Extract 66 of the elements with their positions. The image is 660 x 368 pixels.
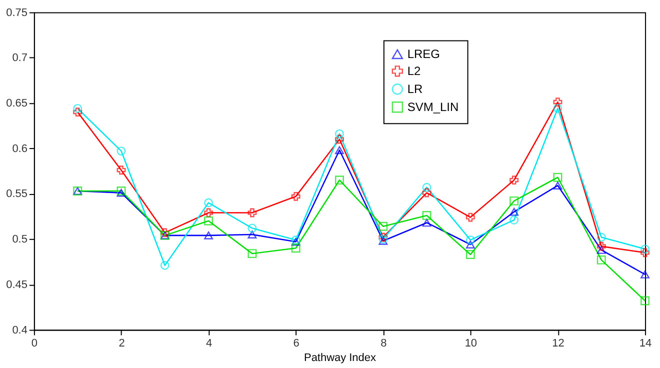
point xyxy=(116,146,126,156)
point xyxy=(596,246,606,254)
y-tick-label: 0.6 xyxy=(12,142,28,155)
legend-label: SVM_LIN xyxy=(407,100,459,114)
point xyxy=(466,240,475,248)
point xyxy=(553,172,562,182)
point xyxy=(640,244,650,254)
point xyxy=(640,270,650,278)
y-tick-label: 0.55 xyxy=(6,188,28,200)
point xyxy=(204,216,214,226)
point xyxy=(510,176,519,185)
y-tick-label: 0.4 xyxy=(12,324,28,336)
x-tick-label: 8 xyxy=(380,337,387,350)
x-tick-label: 12 xyxy=(552,337,564,350)
y-tick-label: 0.65 xyxy=(6,97,28,110)
point xyxy=(422,211,432,220)
point xyxy=(422,182,432,192)
point xyxy=(248,249,257,258)
point xyxy=(553,98,562,107)
point xyxy=(422,218,432,227)
legend-label: LR xyxy=(407,82,424,96)
point xyxy=(596,242,606,251)
x-tick-label: 10 xyxy=(464,337,478,350)
point xyxy=(204,198,214,208)
point xyxy=(335,134,344,144)
y-tick-label: 0.7 xyxy=(12,52,28,64)
point xyxy=(422,188,432,198)
point xyxy=(116,166,126,175)
point xyxy=(466,212,475,222)
point xyxy=(73,104,82,113)
legend-label: LREG xyxy=(407,47,440,62)
point xyxy=(640,248,650,258)
point xyxy=(335,146,344,154)
point xyxy=(73,108,82,117)
point xyxy=(160,228,170,238)
point xyxy=(466,250,475,259)
point xyxy=(335,129,344,138)
point xyxy=(466,236,475,244)
point xyxy=(553,182,562,190)
point xyxy=(596,255,606,264)
point xyxy=(510,216,519,224)
point xyxy=(510,208,519,216)
legend-label: L2 xyxy=(407,64,422,78)
x-axis-title: Pathway Index xyxy=(304,352,376,364)
y-tick-label: 0.5 xyxy=(12,234,28,246)
point xyxy=(291,244,300,253)
y-tick-label: 0.75 xyxy=(6,6,28,19)
point xyxy=(291,192,300,201)
point xyxy=(510,196,519,206)
point xyxy=(204,208,214,218)
point xyxy=(335,176,344,185)
point xyxy=(248,208,257,218)
point xyxy=(248,230,257,238)
point xyxy=(160,260,170,270)
x-tick-label: 2 xyxy=(118,337,125,350)
x-tick-label: 0 xyxy=(31,337,38,350)
x-tick-label: 4 xyxy=(206,337,212,350)
y-tick-label: 0.45 xyxy=(6,278,28,291)
x-tick-label: 14 xyxy=(639,337,652,350)
point xyxy=(248,224,257,233)
point xyxy=(204,231,214,240)
x-tick-label: 6 xyxy=(293,337,300,350)
point xyxy=(640,296,650,306)
point xyxy=(596,232,606,242)
point xyxy=(553,104,562,113)
point xyxy=(378,222,388,231)
